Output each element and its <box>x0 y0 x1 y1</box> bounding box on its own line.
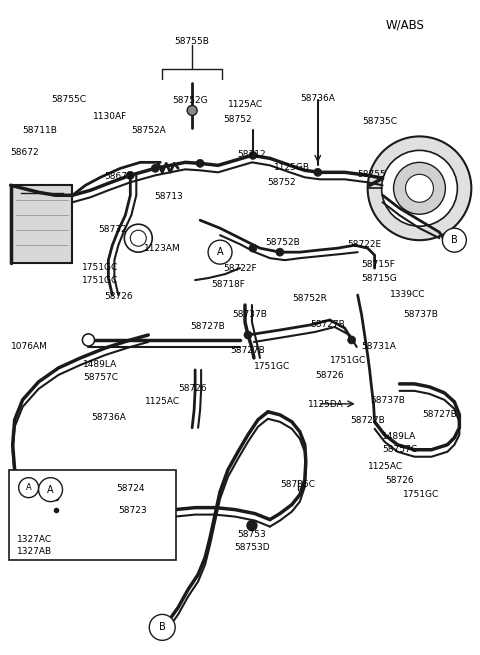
Text: 58727B: 58727B <box>191 322 226 331</box>
Bar <box>9 470 176 559</box>
Text: 1327AC: 1327AC <box>17 534 52 544</box>
Circle shape <box>276 248 284 256</box>
Text: 1751GC: 1751GC <box>254 362 290 371</box>
Text: 58718F: 58718F <box>211 280 245 289</box>
Text: 1489LA: 1489LA <box>383 432 417 441</box>
Text: 58737B: 58737B <box>232 310 267 319</box>
Text: 58712: 58712 <box>238 151 266 159</box>
Circle shape <box>149 614 175 641</box>
Text: 58752B: 58752B <box>265 238 300 247</box>
Text: 1751GC: 1751GC <box>82 276 119 285</box>
Text: 1751GC: 1751GC <box>82 263 119 272</box>
Text: A: A <box>26 483 32 492</box>
Circle shape <box>208 240 232 264</box>
Text: 58736A: 58736A <box>91 413 126 422</box>
Text: 58713: 58713 <box>154 193 182 201</box>
Text: B: B <box>451 235 458 245</box>
Text: A: A <box>217 247 223 257</box>
Text: B: B <box>159 622 166 632</box>
Text: 58755C: 58755C <box>51 96 86 105</box>
Text: W/ABS: W/ABS <box>385 18 424 31</box>
Circle shape <box>249 151 257 159</box>
Text: 58735C: 58735C <box>362 117 397 126</box>
Text: 1327AB: 1327AB <box>17 546 52 555</box>
Circle shape <box>249 244 257 252</box>
Circle shape <box>394 162 445 214</box>
Text: 1751GC: 1751GC <box>403 490 440 498</box>
Text: 58715F: 58715F <box>361 260 396 269</box>
Circle shape <box>382 151 457 226</box>
Circle shape <box>244 331 252 339</box>
Text: 58757C: 58757C <box>83 373 118 382</box>
Text: A: A <box>47 485 54 495</box>
Text: 58757C: 58757C <box>382 445 417 454</box>
Text: 58752G: 58752G <box>172 96 208 105</box>
Text: 58737B: 58737B <box>404 310 438 319</box>
Text: 1125AC: 1125AC <box>228 100 263 109</box>
Text: 58732: 58732 <box>98 225 127 234</box>
Text: 1489LA: 1489LA <box>84 360 118 369</box>
Circle shape <box>443 228 467 252</box>
Text: 58736A: 58736A <box>300 94 335 103</box>
Text: 1076AM: 1076AM <box>11 342 48 351</box>
Bar <box>11 185 72 263</box>
Text: 58755: 58755 <box>357 170 386 179</box>
Text: 58737B: 58737B <box>370 396 405 405</box>
Text: 58726: 58726 <box>178 384 206 393</box>
Circle shape <box>196 159 204 167</box>
Circle shape <box>348 336 356 344</box>
Text: 58735C: 58735C <box>280 479 315 489</box>
Text: 58727B: 58727B <box>230 346 265 355</box>
Circle shape <box>314 168 322 176</box>
Text: 58726: 58726 <box>315 371 344 380</box>
Text: 58755B: 58755B <box>175 37 210 46</box>
Text: 58722F: 58722F <box>223 264 257 273</box>
Text: 1125AC: 1125AC <box>368 462 403 471</box>
Text: 58726: 58726 <box>104 292 132 301</box>
Text: 58715G: 58715G <box>361 274 397 283</box>
Text: 1751GC: 1751GC <box>330 356 366 365</box>
Circle shape <box>126 172 134 179</box>
Text: 58727B: 58727B <box>350 416 385 425</box>
Text: 58727B: 58727B <box>311 320 345 329</box>
Text: 58672: 58672 <box>104 172 132 181</box>
Text: 1339CC: 1339CC <box>390 290 425 299</box>
Text: 58752: 58752 <box>267 178 296 187</box>
Circle shape <box>247 521 257 531</box>
Text: 1123AM: 1123AM <box>144 244 180 253</box>
Circle shape <box>151 164 159 172</box>
Circle shape <box>406 174 433 202</box>
Text: 58711B: 58711B <box>23 126 58 136</box>
Text: 58753D: 58753D <box>234 542 270 552</box>
Circle shape <box>38 477 62 502</box>
Text: 58726: 58726 <box>385 476 414 485</box>
Text: 58722E: 58722E <box>348 240 382 249</box>
Text: 58724: 58724 <box>116 483 145 493</box>
Text: 1125DA: 1125DA <box>308 400 344 409</box>
Circle shape <box>83 334 95 346</box>
Text: 58727B: 58727B <box>422 410 457 419</box>
Text: 58672: 58672 <box>11 149 39 157</box>
Text: 1125AC: 1125AC <box>144 397 180 406</box>
Text: 58731A: 58731A <box>361 342 396 351</box>
Text: 58752A: 58752A <box>131 126 166 136</box>
Circle shape <box>368 136 471 240</box>
Text: 1130AF: 1130AF <box>93 113 128 121</box>
Text: 58723: 58723 <box>119 506 147 515</box>
Text: 58752: 58752 <box>224 115 252 124</box>
Text: 58752R: 58752R <box>292 294 327 303</box>
Circle shape <box>187 105 197 115</box>
Text: 1125GB: 1125GB <box>274 163 310 172</box>
Text: 58753: 58753 <box>238 530 266 538</box>
